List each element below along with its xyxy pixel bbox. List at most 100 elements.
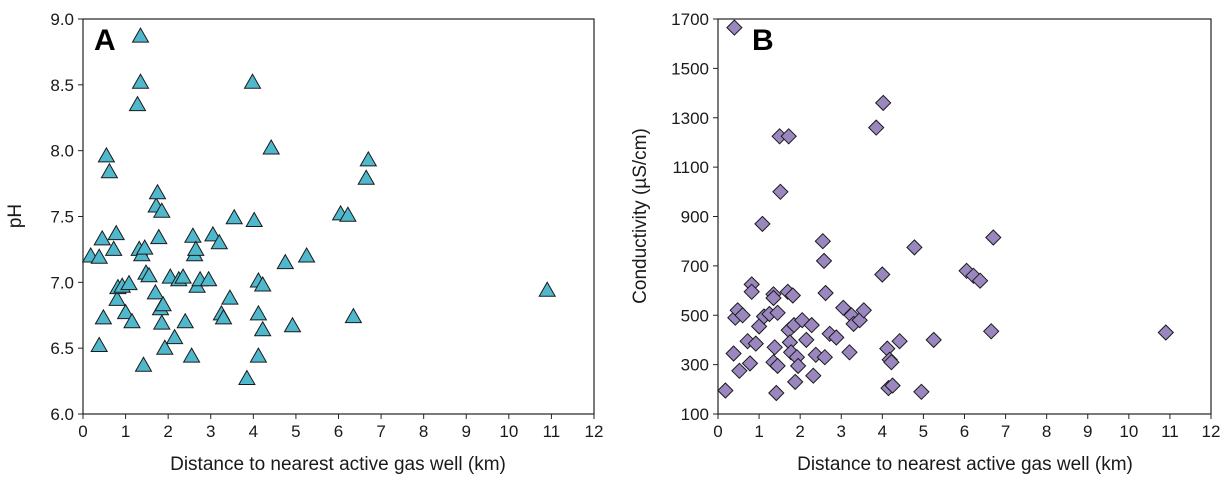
panel-b-data-point <box>780 128 797 145</box>
panel-a-data-point <box>90 248 109 264</box>
panel-a-data-point <box>297 246 316 263</box>
panel-b-data-point <box>734 307 751 324</box>
panel-a-data-point <box>359 150 378 167</box>
panel-a-y-tick-label: 7.5 <box>50 208 74 227</box>
panel-a-x-tick-label: 10 <box>499 422 518 441</box>
panel-a-data-point <box>97 146 116 163</box>
panel-b-data-point <box>891 332 908 350</box>
panel-b-y-tick-label: 1300 <box>671 109 709 128</box>
panel-b-data-point <box>814 232 832 250</box>
panel-a-data-point <box>94 308 113 325</box>
panel-b-data-point <box>768 384 785 402</box>
panel-a-data-point <box>238 369 256 385</box>
panel-b-data-point <box>725 345 742 362</box>
panel-a-data-point <box>131 73 150 89</box>
panel-b-x-tick-label: 1 <box>754 422 763 441</box>
panel-a-data-point <box>116 303 135 320</box>
panel-a-data-point <box>276 253 295 270</box>
panel-b-data-point <box>754 215 771 233</box>
panel-b-x-tick-label: 8 <box>1042 422 1051 441</box>
panel-b-ticks: 0 1 2 3 4 5 6 7 8 9 10 11 12100300500700900110013001… <box>671 10 1220 441</box>
panel-a-data-point <box>108 290 126 306</box>
panel-b-x-tick-label: 9 <box>1083 422 1092 441</box>
panel-a-y-tick-label: 8.5 <box>50 76 74 95</box>
panel-a-x-tick-label: 1 <box>121 422 130 441</box>
panel-b-data-point <box>784 287 802 304</box>
panel-b-points <box>717 19 1175 402</box>
panel-b-data-point <box>816 348 834 366</box>
panel-a-x-tick-label: 6 <box>334 422 343 441</box>
panel-a-data-point <box>146 283 165 300</box>
panel-a-data-point <box>131 27 150 43</box>
panel-a-data-point <box>152 314 171 330</box>
panel-a-data-point <box>165 328 184 345</box>
panel-a-data-point <box>199 270 218 287</box>
panel-b-data-point <box>789 357 807 375</box>
panel-a-data-point <box>283 316 302 333</box>
panel-b-data-point <box>879 340 896 357</box>
panel-b-data-point <box>731 362 748 380</box>
panel-b-x-tick-label: 11 <box>1161 422 1179 441</box>
panel-b-data-point <box>841 344 858 361</box>
panel-b-y-tick-label: 1100 <box>672 158 709 177</box>
panel-b-data-point <box>874 94 892 112</box>
panel-b-data-point <box>717 382 734 399</box>
panel-a-data-point <box>344 307 363 324</box>
panel-a-data-point <box>182 347 201 363</box>
panel-b-y-tick-label: 700 <box>681 257 709 276</box>
panel-b-data-point <box>817 284 834 302</box>
panel-a-data-point <box>186 240 205 256</box>
panel-a-data-point <box>249 347 268 363</box>
panel-b-y-tick-label: 100 <box>681 405 709 424</box>
panel-b-x-tick-label: 4 <box>878 422 887 441</box>
panel-b-data-point <box>883 353 900 371</box>
panel-a-label: A <box>94 24 116 57</box>
panel-a-data-point <box>134 356 153 372</box>
panel-a-x-tick-label: 12 <box>585 422 604 441</box>
panel-a-data-point <box>149 228 168 245</box>
panel-a-data-point <box>249 304 268 321</box>
panel-b-data-point <box>1157 324 1175 341</box>
panel-a-x-tick-label: 2 <box>163 422 172 441</box>
panel-b-data-point <box>874 266 891 283</box>
panel-a-x-tick-label: 0 <box>78 422 87 441</box>
panel-b-data-point <box>786 373 804 391</box>
panel-a-data-point <box>184 227 202 243</box>
panel-a-data-point <box>155 339 174 355</box>
panel-b-data-point <box>884 377 901 394</box>
panel-b-x-tick-label: 6 <box>960 422 969 441</box>
panel-b-y-tick-label: 1700 <box>671 10 709 29</box>
panel-a-x-tick-label: 7 <box>376 422 385 441</box>
panel-a-data-point <box>204 225 222 242</box>
panel-b-data-point <box>828 329 845 346</box>
panel-a-data-point <box>104 240 123 256</box>
panel-a-data-point <box>90 336 109 352</box>
panel-b-data-point <box>805 367 822 384</box>
panel-a-data-point <box>107 224 126 241</box>
panel-b-x-tick-label: 0 <box>713 422 722 441</box>
panel-a-data-point <box>128 95 147 112</box>
panel-b-y-tick-label: 900 <box>681 208 709 227</box>
panel-a-y-tick-label: 9.0 <box>50 10 74 29</box>
panel-b-data-point <box>798 331 815 349</box>
panel-b-data-point <box>743 283 760 301</box>
panel-b-x-tick-label: 2 <box>795 422 804 441</box>
panel-b-y-tick-label: 300 <box>681 356 709 375</box>
panel-a-data-point <box>152 202 171 218</box>
panel-a-data-point <box>225 208 244 225</box>
panel-b-data-point <box>855 302 873 319</box>
panel-b-data-point <box>982 323 1000 340</box>
panel-a-data-point <box>100 162 119 179</box>
panel-a-x-tick-label: 4 <box>249 422 258 441</box>
panel-a-data-point <box>221 289 239 305</box>
panel-a-data-point <box>93 229 112 246</box>
panel-b-x-tick-label: 3 <box>837 422 846 441</box>
panel-b-data-point <box>769 304 786 322</box>
panel-a-points <box>81 27 557 385</box>
panel-b-data-point <box>971 272 989 289</box>
panel-b-x-tick-label: 10 <box>1119 422 1138 441</box>
panel-a-x-tick-label: 11 <box>543 422 561 441</box>
panel-a-data-point <box>253 320 272 337</box>
panel-a-x-tick-label: 8 <box>419 422 428 441</box>
panel-a-x-axis-title: Distance to nearest active gas well (km) <box>170 454 506 475</box>
